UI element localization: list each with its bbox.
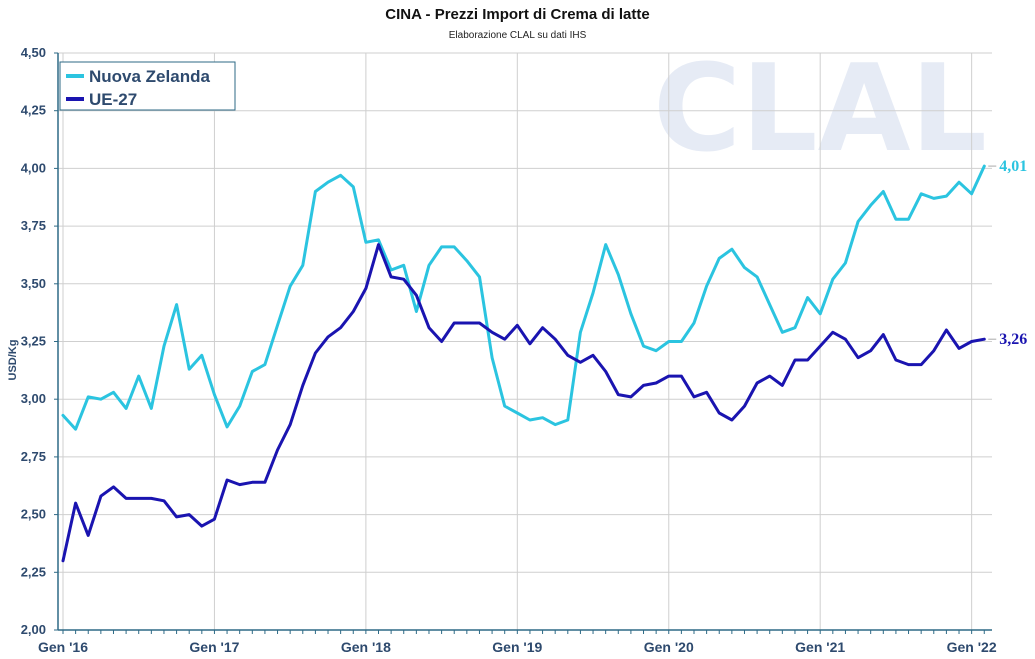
y-tick-label: 3,75 [21,218,46,233]
x-tick-label: Gen '17 [189,639,239,655]
series-lines [61,164,986,563]
legend-label-ue-27: UE-27 [89,90,137,109]
end-label-nuova-zelanda: 4,01 [999,158,1027,175]
legend-box [59,61,236,111]
x-tick-label: Gen '18 [341,639,391,655]
end-label-ue-27: 3,26 [999,331,1027,348]
y-tick-label: 4,25 [21,103,46,118]
y-tick-label: 2,25 [21,564,46,579]
x-tick-label: Gen '16 [38,639,88,655]
legend-label-nuova-zelanda: Nuova Zelanda [89,67,210,86]
y-tick-label: 4,50 [21,45,46,60]
x-tick-label: Gen '22 [947,639,997,655]
x-tick-label: Gen '20 [644,639,694,655]
y-tick-label: 3,25 [21,334,46,349]
y-tick-labels: 2,00 2,25 2,50 2,75 3,00 3,25 3,50 3,75 4,00 4,25… [21,45,58,637]
y-tick-label: 2,50 [21,507,46,522]
end-value-labels: 4,01 3,26 [988,158,1027,348]
y-tick-label: 3,00 [21,391,46,406]
y-tick-label: 2,00 [21,622,46,637]
y-tick-label: 3,50 [21,276,46,291]
x-tick-label: Gen '21 [795,639,845,655]
chart-subtitle: Elaborazione CLAL su dati IHS [448,30,587,41]
x-tick-labels: Gen '16 Gen '17 Gen '18 Gen '19 Gen '20 Gen '… [38,639,997,655]
x-tick-label: Gen '19 [492,639,542,655]
chart-title: CINA - Prezzi Import di Crema di latte [385,6,650,23]
y-axis-label: USD/Kg [7,340,19,381]
y-tick-label: 4,00 [21,160,46,175]
series-line-nuova-zelanda [61,164,986,431]
series-line-ue-27 [61,243,986,563]
legend[interactable]: Nuova Zelanda UE-27 [59,61,236,111]
y-tick-label: 2,75 [21,449,46,464]
